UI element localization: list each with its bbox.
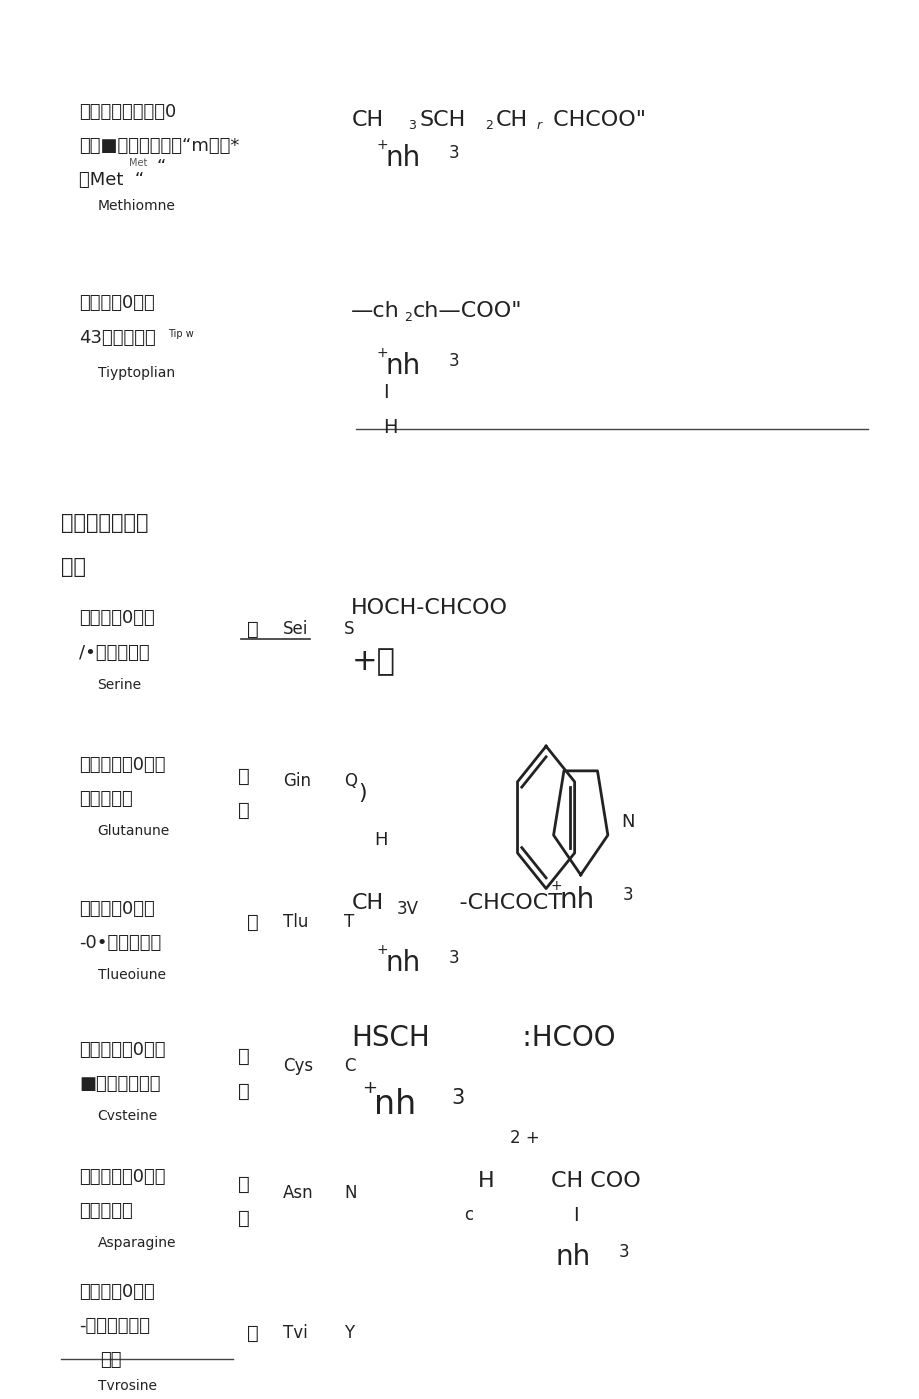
Text: I: I xyxy=(573,1206,578,1226)
Text: 非电离的极性氨: 非电离的极性氨 xyxy=(62,513,149,533)
Text: T: T xyxy=(344,914,354,932)
Text: Gin: Gin xyxy=(283,772,311,790)
Text: H: H xyxy=(478,1171,494,1191)
Text: 2: 2 xyxy=(485,119,493,132)
Text: Tlueoiune: Tlueoiune xyxy=(97,968,165,982)
Text: r: r xyxy=(537,119,541,132)
Text: Asn: Asn xyxy=(283,1184,313,1202)
Text: 3: 3 xyxy=(450,1088,464,1108)
Text: 3: 3 xyxy=(408,119,415,132)
Text: nh: nh xyxy=(385,144,421,172)
Text: c: c xyxy=(464,1206,473,1224)
Text: +: + xyxy=(362,1079,377,1097)
Text: Cys: Cys xyxy=(283,1056,313,1074)
Text: CH: CH xyxy=(351,893,383,912)
Text: 丝氨酸（0氨基: 丝氨酸（0氨基 xyxy=(79,610,155,627)
Text: 酸）: 酸） xyxy=(100,1351,121,1370)
Text: -CHCOCT: -CHCOCT xyxy=(430,893,562,912)
Text: 胺: 胺 xyxy=(238,802,249,820)
Text: HSCH: HSCH xyxy=(351,1024,429,1052)
Text: 蛋（甲流）氨酸（0: 蛋（甲流）氨酸（0 xyxy=(79,102,176,120)
Text: 氨基■产甲流基戊瑞“m酸）*: 氨基■产甲流基戊瑞“m酸）* xyxy=(79,137,240,155)
Text: 3: 3 xyxy=(618,1244,629,1260)
Text: Tvrosine: Tvrosine xyxy=(97,1378,156,1392)
Text: Y: Y xyxy=(344,1323,354,1342)
Text: H: H xyxy=(382,418,397,436)
Text: 胱: 胱 xyxy=(238,1081,249,1101)
Text: Sei: Sei xyxy=(283,620,309,638)
Text: -0•轻基丁酸广: -0•轻基丁酸广 xyxy=(79,933,162,951)
Text: 丁酰胺酸）: 丁酰胺酸） xyxy=(79,1202,133,1220)
Text: 2 +: 2 + xyxy=(509,1129,539,1147)
Text: Glutanune: Glutanune xyxy=(97,824,170,838)
Text: 蛋Met  “: 蛋Met “ xyxy=(79,171,144,189)
Text: ■介流基丙酸）: ■介流基丙酸） xyxy=(79,1074,161,1093)
Text: ): ) xyxy=(358,783,367,803)
Text: Met: Met xyxy=(130,158,147,168)
Text: 3: 3 xyxy=(622,886,633,904)
Text: Cvsteine: Cvsteine xyxy=(97,1109,158,1123)
Text: CHCOO": CHCOO" xyxy=(546,109,645,130)
Text: nh: nh xyxy=(385,353,421,381)
Text: C: C xyxy=(344,1056,355,1074)
Text: N: N xyxy=(620,813,634,831)
Text: HOCH-CHCOO: HOCH-CHCOO xyxy=(351,599,507,618)
Text: S: S xyxy=(344,620,354,638)
Text: N: N xyxy=(344,1184,357,1202)
Text: CH: CH xyxy=(351,109,383,130)
Text: 基酸: 基酸 xyxy=(62,557,86,578)
Text: +: + xyxy=(376,943,388,957)
Text: 3: 3 xyxy=(448,353,460,369)
Text: 酰氨酸（0氨基: 酰氨酸（0氨基 xyxy=(79,1283,155,1301)
Text: Q: Q xyxy=(344,772,357,790)
Text: “: “ xyxy=(156,158,165,175)
Text: 天: 天 xyxy=(238,1175,249,1193)
Text: +: + xyxy=(376,347,388,361)
Text: CH COO: CH COO xyxy=(550,1171,640,1191)
Text: 3: 3 xyxy=(448,949,460,967)
Text: 丝: 丝 xyxy=(247,620,258,639)
Text: 半: 半 xyxy=(238,1048,249,1066)
Text: /•鼎基丙酸）: /•鼎基丙酸） xyxy=(79,644,150,662)
Text: ch—COO": ch—COO" xyxy=(413,301,522,322)
Text: +: + xyxy=(376,139,388,152)
Text: nh: nh xyxy=(554,1244,590,1272)
Text: Asparagine: Asparagine xyxy=(97,1237,176,1251)
Text: nh: nh xyxy=(373,1088,415,1122)
Text: 天冬酰胺（0氨基: 天冬酰胺（0氨基 xyxy=(79,1168,165,1186)
Text: 2: 2 xyxy=(403,311,411,323)
Text: 色氨酸［0氨基: 色氨酸［0氨基 xyxy=(79,294,155,312)
Text: -作对轻苯基丙: -作对轻苯基丙 xyxy=(79,1316,151,1335)
Text: 43鱣基）丙色: 43鱣基）丙色 xyxy=(79,329,156,347)
Text: CH: CH xyxy=(495,109,528,130)
Text: 苏氨酸（0氨基: 苏氨酸（0氨基 xyxy=(79,900,155,918)
Text: 谷氨酰胺（0氨基: 谷氨酰胺（0氨基 xyxy=(79,755,165,774)
Text: I: I xyxy=(382,383,388,403)
Text: Tvi: Tvi xyxy=(283,1323,308,1342)
Text: Tip w: Tip w xyxy=(168,329,194,339)
Text: 戊酰胺酸）: 戊酰胺酸） xyxy=(79,790,133,809)
Text: 3V: 3V xyxy=(396,900,418,918)
Text: nh: nh xyxy=(385,949,421,977)
Text: Methiomne: Methiomne xyxy=(97,199,176,213)
Text: Tiyptoplian: Tiyptoplian xyxy=(97,365,175,379)
Text: 3: 3 xyxy=(448,144,460,162)
Text: 苏: 苏 xyxy=(247,914,258,932)
Text: Serine: Serine xyxy=(97,677,142,691)
Text: 谷: 谷 xyxy=(238,767,249,786)
Text: nh: nh xyxy=(559,886,595,914)
Text: :HCOO: :HCOO xyxy=(478,1024,615,1052)
Text: 胺: 胺 xyxy=(238,1209,249,1228)
Text: —ch: —ch xyxy=(351,301,400,322)
Text: 半胱氨酸（0氨基: 半胱氨酸（0氨基 xyxy=(79,1041,165,1059)
Text: +: + xyxy=(550,879,562,893)
Text: H: H xyxy=(373,831,387,849)
Text: +駴: +駴 xyxy=(351,648,395,677)
Text: SCH: SCH xyxy=(419,109,465,130)
Text: Tlu: Tlu xyxy=(283,914,309,932)
Text: 酰: 酰 xyxy=(247,1323,258,1343)
